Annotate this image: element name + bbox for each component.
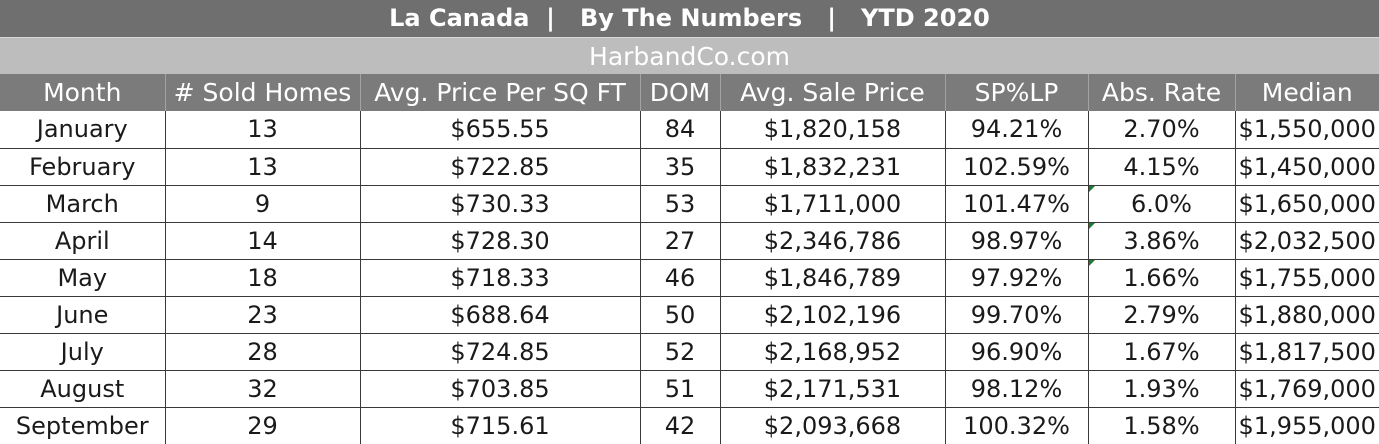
cell-median[interactable]: $1,955,000 — [1235, 407, 1379, 444]
cell-sp-lp[interactable]: 102.59% — [945, 148, 1089, 186]
cell-abs-rate[interactable]: 1.58% — [1088, 407, 1236, 444]
cell-sold-homes[interactable]: 13 — [165, 148, 361, 186]
cell-abs-rate[interactable]: 1.67% — [1088, 333, 1236, 371]
cell-dom[interactable]: 27 — [640, 222, 721, 260]
cell-sp-lp[interactable]: 98.12% — [945, 370, 1089, 408]
cell-abs-rate[interactable]: 3.86% — [1088, 222, 1236, 260]
cell-month[interactable]: March — [0, 185, 166, 223]
cell-month[interactable]: September — [0, 407, 166, 444]
table-subtitle: HarbandCo.com — [0, 37, 1379, 74]
table-row: June 23 $688.64 50 $2,102,196 99.70% 2.7… — [0, 296, 1379, 334]
cell-sp-lp[interactable]: 101.47% — [945, 185, 1089, 223]
cell-price-per-sqft[interactable]: $724.85 — [360, 333, 641, 371]
cell-month[interactable]: July — [0, 333, 166, 371]
cell-price-per-sqft[interactable]: $718.33 — [360, 259, 641, 297]
table-row: February 13 $722.85 35 $1,832,231 102.59… — [0, 148, 1379, 186]
table-row: April 14 $728.30 27 $2,346,786 98.97% 3.… — [0, 222, 1379, 260]
cell-abs-rate[interactable]: 6.0% — [1088, 185, 1236, 223]
cell-dom[interactable]: 50 — [640, 296, 721, 334]
cell-dom[interactable]: 51 — [640, 370, 721, 408]
column-header-month[interactable]: Month — [0, 74, 166, 111]
column-header-sp-lp[interactable]: SP%LP — [945, 74, 1089, 111]
cell-dom[interactable]: 42 — [640, 407, 721, 444]
cell-price-per-sqft[interactable]: $715.61 — [360, 407, 641, 444]
cell-price-per-sqft[interactable]: $728.30 — [360, 222, 641, 260]
cell-median[interactable]: $1,755,000 — [1235, 259, 1379, 297]
cell-abs-rate[interactable]: 4.15% — [1088, 148, 1236, 186]
cell-avg-sale-price[interactable]: $1,820,158 — [720, 111, 946, 149]
table-row: July 28 $724.85 52 $2,168,952 96.90% 1.6… — [0, 333, 1379, 371]
cell-abs-rate[interactable]: 1.93% — [1088, 370, 1236, 408]
column-header-dom[interactable]: DOM — [640, 74, 721, 111]
cell-sp-lp[interactable]: 100.32% — [945, 407, 1089, 444]
cell-sold-homes[interactable]: 9 — [165, 185, 361, 223]
cell-dom[interactable]: 46 — [640, 259, 721, 297]
cell-sold-homes[interactable]: 32 — [165, 370, 361, 408]
column-header-avg-sale-price[interactable]: Avg. Sale Price — [720, 74, 946, 111]
cell-price-per-sqft[interactable]: $722.85 — [360, 148, 641, 186]
cell-abs-rate[interactable]: 2.70% — [1088, 111, 1236, 149]
cell-month[interactable]: February — [0, 148, 166, 186]
cell-avg-sale-price[interactable]: $1,711,000 — [720, 185, 946, 223]
cell-sold-homes[interactable]: 14 — [165, 222, 361, 260]
cell-sold-homes[interactable]: 28 — [165, 333, 361, 371]
cell-sold-homes[interactable]: 23 — [165, 296, 361, 334]
cell-median[interactable]: $1,450,000 — [1235, 148, 1379, 186]
column-header-median[interactable]: Median — [1261, 78, 1353, 107]
cell-sp-lp[interactable]: 99.70% — [945, 296, 1089, 334]
cell-month[interactable]: April — [0, 222, 166, 260]
cell-avg-sale-price[interactable]: $1,846,789 — [720, 259, 946, 297]
table-row: January 13 $655.55 84 $1,820,158 94.21% … — [0, 111, 1379, 149]
cell-median[interactable]: $1,817,500 — [1235, 333, 1379, 371]
table-row: August 32 $703.85 51 $2,171,531 98.12% 1… — [0, 370, 1379, 408]
table-title: La Canada | By The Numbers | YTD 2020 — [0, 0, 1379, 37]
cell-avg-sale-price[interactable]: $2,171,531 — [720, 370, 946, 408]
column-header-sold-homes[interactable]: # Sold Homes — [165, 74, 361, 111]
cell-median[interactable]: $2,032,500 — [1235, 222, 1379, 260]
cell-sp-lp[interactable]: 97.92% — [945, 259, 1089, 297]
cell-abs-rate[interactable]: 1.66% — [1088, 259, 1236, 297]
cell-median[interactable]: $1,550,000 — [1235, 111, 1379, 149]
cell-median[interactable]: $1,650,000 — [1235, 185, 1379, 223]
cell-price-per-sqft[interactable]: $688.64 — [360, 296, 641, 334]
column-header-abs-rate[interactable]: Abs. Rate — [1088, 74, 1236, 111]
data-table: Month # Sold Homes Avg. Price Per SQ FT … — [0, 74, 1379, 444]
cell-month[interactable]: January — [0, 111, 166, 149]
header-row: Month # Sold Homes Avg. Price Per SQ FT … — [0, 74, 1379, 111]
cell-price-per-sqft[interactable]: $730.33 — [360, 185, 641, 223]
cell-price-per-sqft[interactable]: $655.55 — [360, 111, 641, 149]
cell-avg-sale-price[interactable]: $2,168,952 — [720, 333, 946, 371]
cell-month[interactable]: June — [0, 296, 166, 334]
cell-dom[interactable]: 35 — [640, 148, 721, 186]
cell-avg-sale-price[interactable]: $2,093,668 — [720, 407, 946, 444]
cell-median[interactable]: $1,880,000 — [1235, 296, 1379, 334]
cell-dom[interactable]: 53 — [640, 185, 721, 223]
cell-sp-lp[interactable]: 96.90% — [945, 333, 1089, 371]
cell-median[interactable]: $1,769,000 — [1235, 370, 1379, 408]
cell-month[interactable]: May — [0, 259, 166, 297]
cell-avg-sale-price[interactable]: $1,832,231 — [720, 148, 946, 186]
column-header-price-per-sqft[interactable]: Avg. Price Per SQ FT — [360, 74, 641, 111]
cell-sold-homes[interactable]: 13 — [165, 111, 361, 149]
cell-sold-homes[interactable]: 18 — [165, 259, 361, 297]
cell-month[interactable]: August — [0, 370, 166, 408]
cell-avg-sale-price[interactable]: $2,346,786 — [720, 222, 946, 260]
cell-abs-rate[interactable]: 2.79% — [1088, 296, 1236, 334]
table-row: September 29 $715.61 42 $2,093,668 100.3… — [0, 407, 1379, 444]
cell-dom[interactable]: 84 — [640, 111, 721, 149]
cell-dom[interactable]: 52 — [640, 333, 721, 371]
cell-price-per-sqft[interactable]: $703.85 — [360, 370, 641, 408]
cell-sp-lp[interactable]: 94.21% — [945, 111, 1089, 149]
table-row: March 9 $730.33 53 $1,711,000 101.47% 6.… — [0, 185, 1379, 223]
cell-avg-sale-price[interactable]: $2,102,196 — [720, 296, 946, 334]
cell-sp-lp[interactable]: 98.97% — [945, 222, 1089, 260]
cell-sold-homes[interactable]: 29 — [165, 407, 361, 444]
table-row: May 18 $718.33 46 $1,846,789 97.92% 1.66… — [0, 259, 1379, 297]
